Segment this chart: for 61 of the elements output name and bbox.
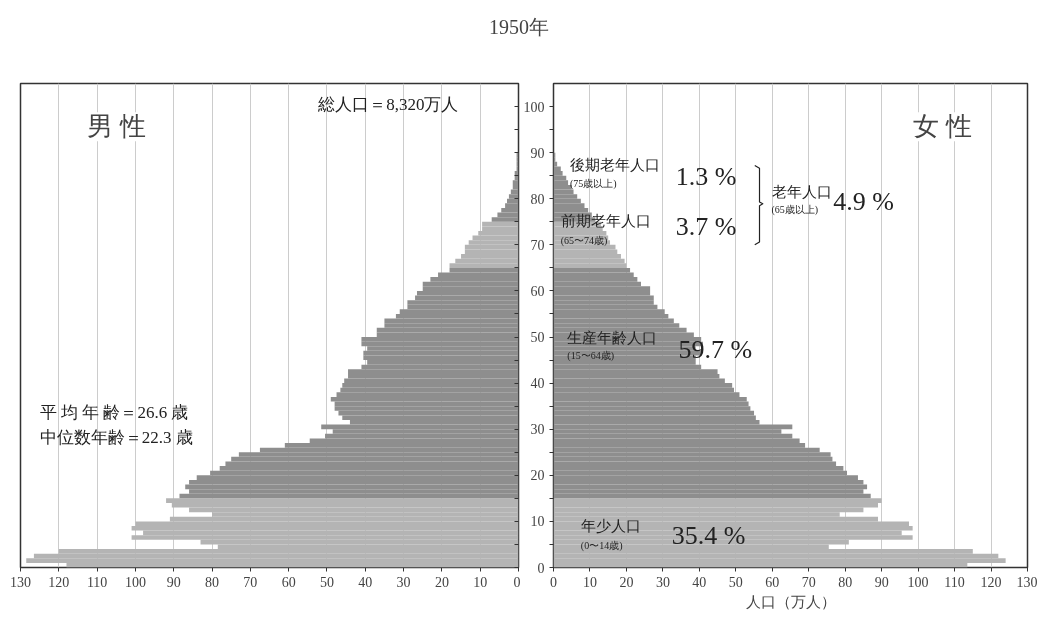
- x-tick-label: 110: [944, 574, 965, 590]
- annotation: 老年人口: [771, 183, 832, 200]
- x-tick-label: 0: [513, 574, 521, 590]
- x-tick-label: 60: [765, 574, 780, 590]
- x-tick-label: 70: [243, 574, 258, 590]
- x-tick-label: 40: [358, 574, 373, 590]
- annotation: (75歳以上): [569, 178, 617, 191]
- x-tick-label: 30: [396, 574, 411, 590]
- annotation: (15〜64歳): [567, 350, 615, 363]
- annotation: 中位数年齢＝22.3 歳: [39, 427, 193, 447]
- y-tick-label: 100: [523, 99, 545, 115]
- annotation: 59.7 %: [678, 334, 753, 364]
- annotation: 年少人口: [580, 518, 641, 535]
- x-tick-label: 130: [1016, 574, 1037, 590]
- x-tick-label: 80: [838, 574, 853, 590]
- x-tick-label: 30: [655, 574, 670, 590]
- x-tick-label: 20: [619, 574, 634, 590]
- annotation: 後期老年人口: [569, 156, 660, 173]
- x-tick-label: 100: [907, 574, 929, 590]
- y-tick-label: 20: [530, 468, 545, 484]
- y-tick-label: 50: [530, 330, 545, 346]
- x-tick-label: 0: [550, 574, 557, 590]
- annotation: 4.9 %: [833, 187, 894, 217]
- annotation: 35.4 %: [671, 520, 746, 550]
- x-tick-label: 120: [48, 574, 70, 590]
- annotation: 前期老年人口: [560, 212, 651, 229]
- y-tick-label: 0: [537, 560, 545, 576]
- annotation: 生産年齢人口: [567, 329, 658, 346]
- x-tick-label: 50: [319, 574, 334, 590]
- x-tick-label: 80: [205, 574, 220, 590]
- x-tick-label: 130: [10, 574, 31, 590]
- text: 1950年: [489, 15, 549, 38]
- x-tick-label: 100: [124, 574, 146, 590]
- text: 女 性: [913, 112, 972, 142]
- x-tick-label: 10: [582, 574, 597, 590]
- x-tick-label: 90: [874, 574, 889, 590]
- x-tick-label: 110: [86, 574, 108, 590]
- annotation: 総人口＝8,320万人: [317, 95, 459, 115]
- annotation: (65〜74歳): [560, 234, 608, 247]
- y-tick-label: 40: [530, 376, 545, 392]
- x-tick-label: 20: [434, 574, 449, 590]
- x-axis-title: 人口（万人）: [745, 593, 836, 610]
- y-tick-label: 70: [530, 237, 545, 253]
- annotation: 平 均 年 齢＝26.6 歳: [39, 402, 189, 422]
- x-tick-label: 10: [473, 574, 488, 590]
- x-tick-label: 90: [166, 574, 181, 590]
- y-tick-label: 30: [530, 422, 545, 438]
- annotation: (0〜14歳): [580, 539, 623, 552]
- y-tick-label: 60: [530, 283, 545, 299]
- x-tick-label: 70: [801, 574, 816, 590]
- y-tick-label: 10: [530, 514, 545, 530]
- text: 男 性: [87, 112, 146, 142]
- x-tick-label: 60: [281, 574, 296, 590]
- annotation: 1.3 %: [675, 162, 737, 192]
- annotation: 3.7 %: [675, 212, 737, 242]
- x-tick-label: 40: [692, 574, 707, 590]
- x-tick-label: 120: [980, 574, 1002, 590]
- annotation: (65歳以上): [771, 204, 819, 217]
- y-tick-label: 90: [530, 145, 545, 161]
- x-tick-label: 50: [728, 574, 743, 590]
- y-tick-label: 80: [530, 191, 545, 207]
